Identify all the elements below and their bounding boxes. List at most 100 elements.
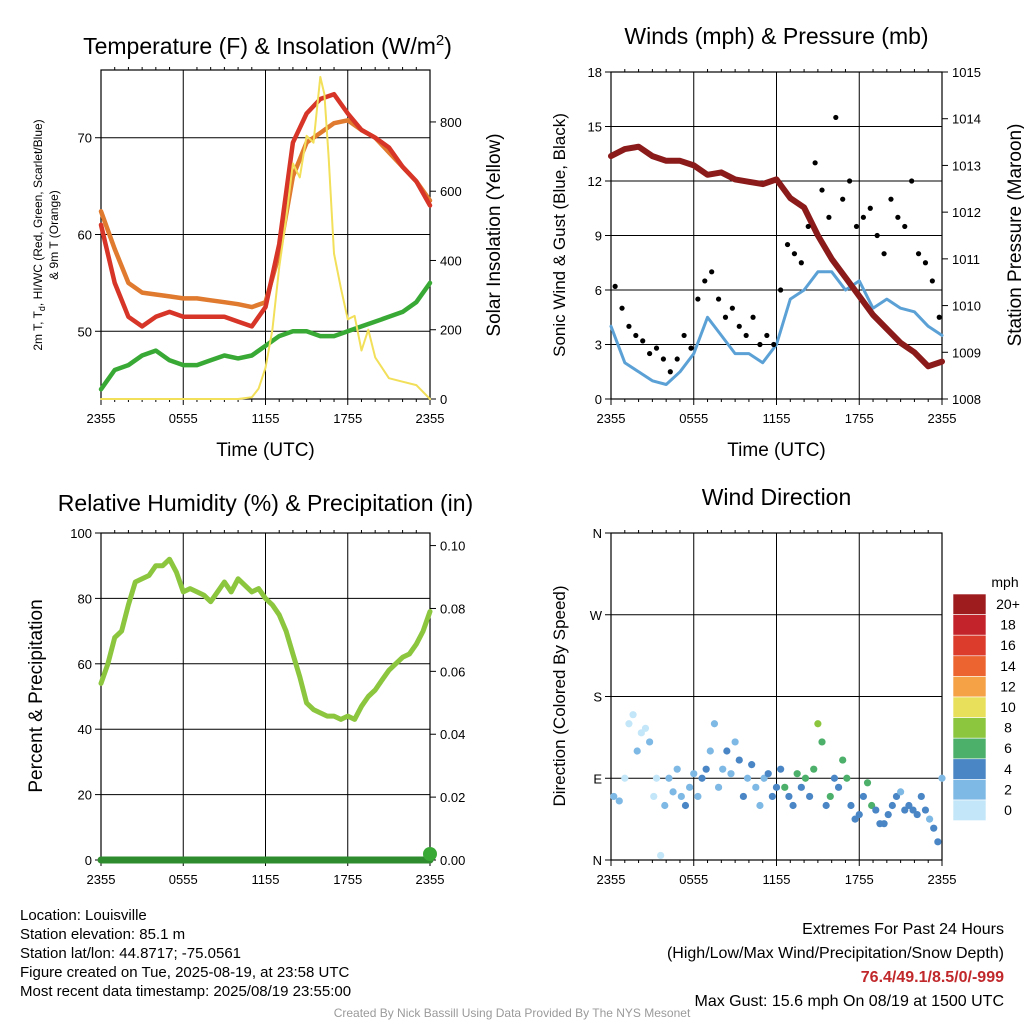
temperature-xtick-label: 1755 <box>333 411 362 426</box>
direction-point <box>859 792 867 801</box>
colorbar-swatch <box>952 655 987 677</box>
temperature-panel: 2355 0555 1155 1755 2355 50 60 70 0 200 400 600 800 T… <box>31 32 505 461</box>
winds-series-line-0 <box>609 270 944 386</box>
gust-point <box>709 269 715 275</box>
direction-point <box>868 801 876 810</box>
direction-point <box>888 801 896 810</box>
direction-point <box>921 806 930 814</box>
direction-point <box>764 770 772 778</box>
direction-xtick-label: 1155 <box>763 872 791 887</box>
temperature-ytick-label: 70 <box>78 131 92 146</box>
direction-point <box>657 851 665 860</box>
direction-xtick-label: 2355 <box>597 872 626 887</box>
gust-point <box>653 345 660 351</box>
humidity-xtick-label: 1155 <box>252 872 280 887</box>
gust-point <box>881 251 887 257</box>
colorbar-label: 4 <box>1004 761 1012 777</box>
direction-point <box>925 815 934 823</box>
direction-point <box>710 720 719 728</box>
winds-ytick-label: 9 <box>595 229 602 244</box>
direction-point <box>665 774 673 782</box>
gust-point <box>936 314 942 320</box>
gust-point <box>833 114 839 121</box>
humidity-ytick-right-label: 0.02 <box>440 790 465 805</box>
gust-point <box>626 323 632 329</box>
direction-point <box>781 783 789 791</box>
humidity-series-line-0 <box>98 556 433 722</box>
gust-point <box>895 214 901 220</box>
winds-ytick-label: 3 <box>595 338 602 353</box>
direction-point <box>698 774 706 782</box>
direction-point <box>905 801 913 810</box>
direction-ytick-label: S <box>593 690 602 705</box>
humidity-panel: 2355 0555 1155 1755 2355 0 20 40 60 80 100 0.00 0.02… <box>26 490 473 887</box>
direction-point <box>785 792 793 801</box>
gust-point <box>743 332 749 339</box>
station-location: Location: Louisville <box>20 907 147 924</box>
recent-timestamp: Most recent data timestamp: 2025/08/19 2… <box>20 983 352 1000</box>
gust-point <box>840 196 846 202</box>
temperature-ylabel: 2m T, Td, HI/WC (Red, Green, Scarlet/Blu… <box>31 119 47 350</box>
direction-point <box>806 792 814 801</box>
extremes-heading: Extremes For Past 24 Hours <box>802 921 1004 938</box>
direction-point <box>772 783 781 791</box>
direction-point <box>901 806 909 814</box>
gust-point <box>764 332 770 339</box>
direction-point <box>834 783 843 791</box>
direction-point <box>625 720 633 728</box>
gust-point <box>667 369 673 375</box>
direction-point <box>797 783 805 791</box>
gust-point <box>929 278 935 284</box>
humidity-xtick-label: 1755 <box>333 872 362 887</box>
direction-point <box>756 801 764 810</box>
gust-point <box>702 278 708 284</box>
colorbar-label: 20+ <box>996 596 1020 612</box>
gust-point <box>805 223 811 230</box>
colorbar-label: 12 <box>1000 678 1016 694</box>
direction-panel: 2355 0555 1155 1755 2355 N E S W N Wind Direction D… <box>550 484 956 887</box>
direction-ytick-label: N <box>593 526 602 541</box>
direction-point <box>669 788 677 796</box>
direction-point <box>777 765 785 773</box>
direction-point <box>615 797 623 805</box>
temperature-ytick-right-label: 0 <box>440 392 447 407</box>
humidity-ylabel: Percent & Precipitation <box>26 599 47 792</box>
direction-point <box>830 774 839 782</box>
gust-point <box>674 356 680 362</box>
colorbar-label: 6 <box>1004 740 1012 756</box>
winds-ytick-right-label: 1008 <box>952 392 981 407</box>
colorbar-label: 14 <box>1000 658 1016 674</box>
gust-point <box>736 323 742 329</box>
gust-point <box>784 241 791 248</box>
gust-point <box>798 260 804 266</box>
temperature-xtick-label: 2355 <box>87 411 116 426</box>
temperature-ytick-label: 60 <box>78 228 92 243</box>
winds-series-line-1 <box>608 143 945 370</box>
winds-ytick-label: 12 <box>588 174 602 189</box>
direction-point <box>892 792 901 801</box>
temperature-ylabel-line2: & 9m T (Orange) <box>47 190 61 280</box>
direction-point <box>822 801 830 810</box>
direction-point <box>810 765 818 773</box>
humidity-title: Relative Humidity (%) & Precipitation (i… <box>58 490 473 516</box>
gust-point <box>771 341 777 348</box>
colorbar-swatch <box>952 758 987 780</box>
speed-colorbar: mph 20+ 18 16 14 12 10 8 6 4 2 0 <box>952 574 1020 821</box>
direction-xtick-label: 0555 <box>679 872 708 887</box>
gust-point <box>874 232 880 239</box>
gust-point <box>867 205 873 211</box>
temperature-ylabel-right: Solar Insolation (Yellow) <box>484 133 505 336</box>
direction-point <box>897 788 905 796</box>
gust-point <box>633 332 639 339</box>
winds-xtick-label: 2355 <box>597 411 626 426</box>
winds-ytick-label: 18 <box>588 65 602 80</box>
direction-point <box>743 774 752 782</box>
gust-point <box>715 296 722 302</box>
gust-point <box>812 160 818 166</box>
winds-panel: 2355 0555 1155 1755 2355 0 3 6 9 12 15 18 1008 1009 10… <box>550 23 1024 461</box>
colorbar-label: 2 <box>1004 781 1012 797</box>
temperature-title: Temperature (F) & Insolation (W/m2) <box>83 32 452 59</box>
direction-point <box>731 738 739 746</box>
temperature-ytick-right-label: 800 <box>440 115 462 130</box>
